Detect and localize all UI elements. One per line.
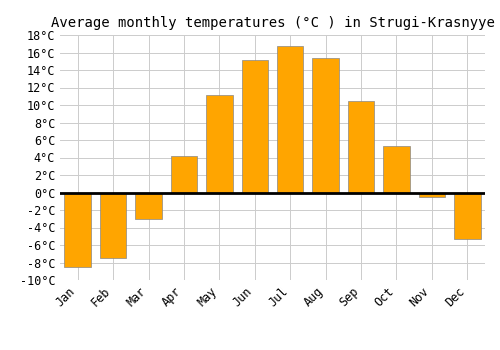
Bar: [418, 193, 445, 197]
Bar: [312, 58, 339, 192]
Bar: [454, 193, 480, 239]
Bar: [242, 60, 268, 192]
Bar: [64, 193, 91, 267]
Bar: [277, 46, 303, 192]
Bar: [136, 193, 162, 219]
Bar: [348, 101, 374, 192]
Title: Average monthly temperatures (°C ) in Strugi-Krasnyye: Average monthly temperatures (°C ) in St…: [50, 16, 494, 30]
Bar: [170, 156, 197, 192]
Bar: [100, 193, 126, 258]
Bar: [206, 94, 233, 192]
Bar: [383, 146, 409, 192]
